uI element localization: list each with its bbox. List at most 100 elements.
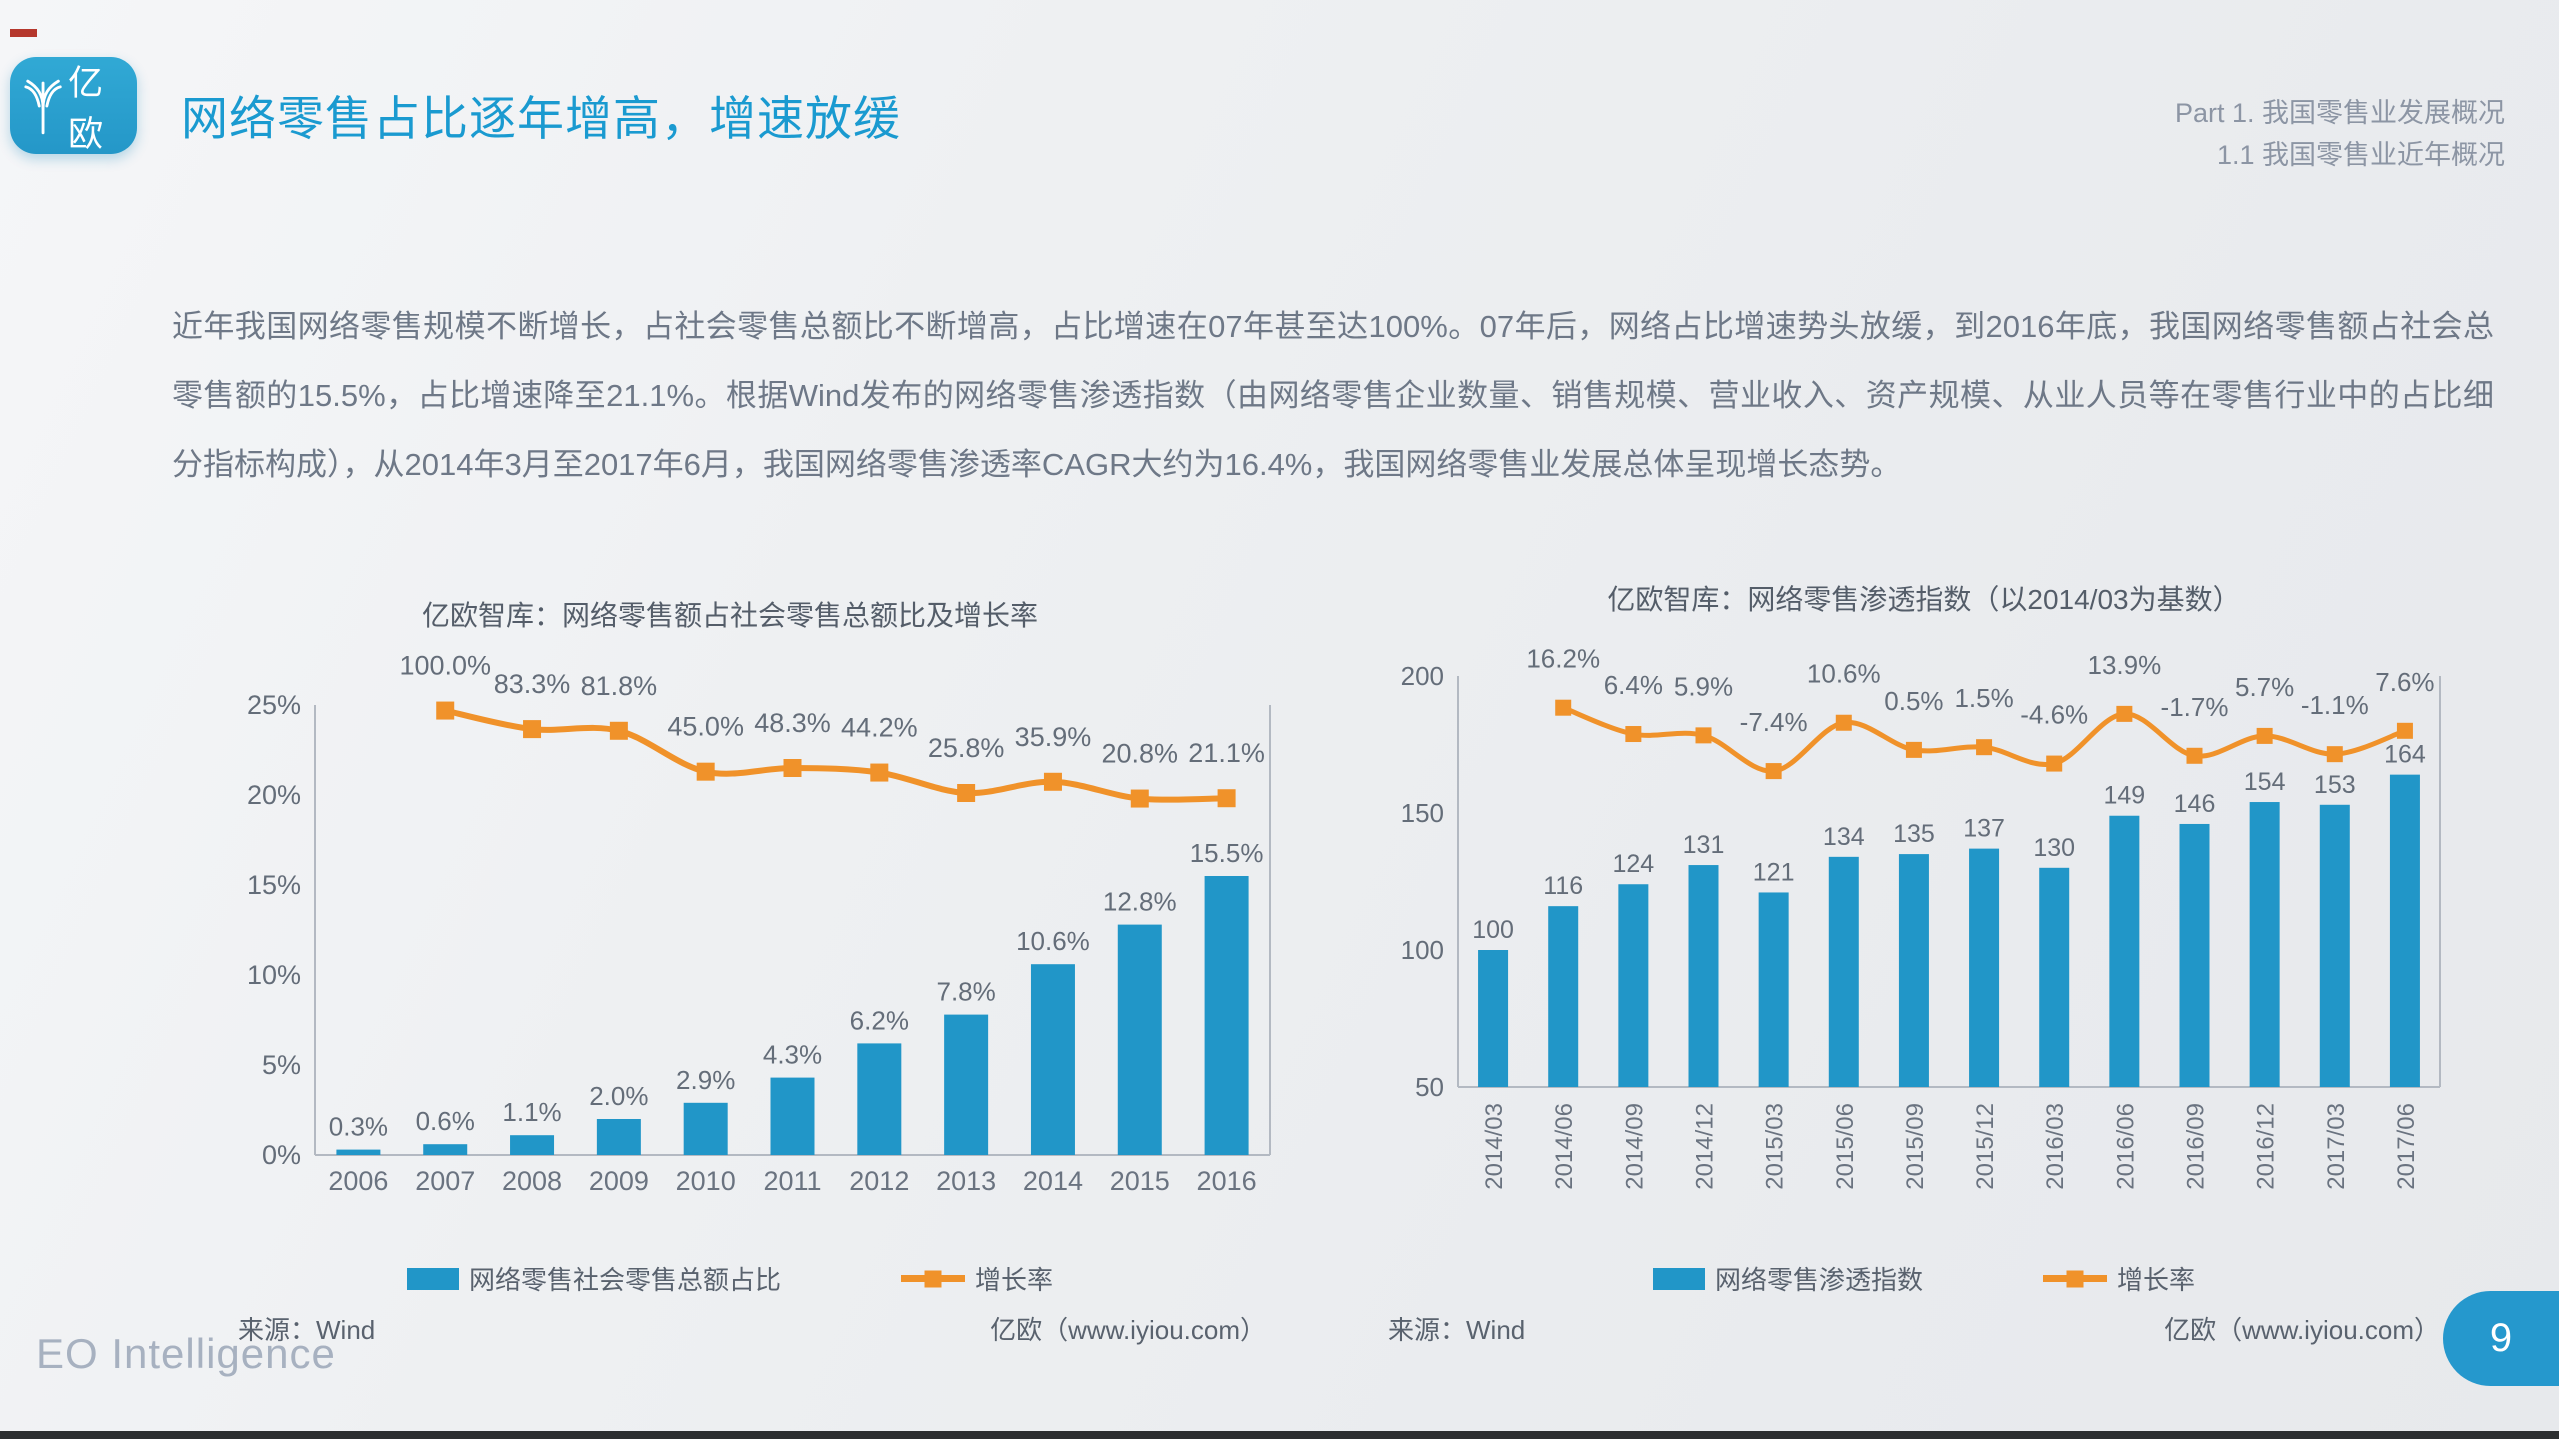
x-tick-label: 2013 <box>936 1166 996 1196</box>
line-marker <box>1130 789 1149 808</box>
y-tick-label: 150 <box>1401 798 1444 828</box>
legend-label: 增长率 <box>2117 1265 2196 1295</box>
line-value-label: 7.6% <box>2375 667 2434 697</box>
bar-value-label: 6.2% <box>850 1005 909 1035</box>
line-value-label: 13.9% <box>2087 650 2161 680</box>
yiou-logo-icon <box>24 79 62 134</box>
x-tick-label: 2014 <box>1023 1166 1083 1196</box>
bar <box>510 1135 555 1155</box>
bar <box>2109 815 2140 1087</box>
bar-value-label: 121 <box>1753 858 1795 886</box>
bar <box>857 1043 902 1155</box>
source-right: 亿欧（www.iyiou.com） <box>2164 1315 2440 1345</box>
line-value-label: 81.8% <box>581 671 658 701</box>
red-marker <box>10 29 37 37</box>
y-tick-label: 25% <box>247 690 301 720</box>
bar-value-label: 153 <box>2314 771 2356 799</box>
line-marker <box>2326 746 2343 763</box>
source-row: 来源：Wind 亿欧（www.iyiou.com） <box>238 1310 1266 1347</box>
bar-value-label: 154 <box>2244 768 2286 796</box>
x-tick-label: 2011 <box>763 1166 821 1196</box>
chart-title: 亿欧智库：网络零售额占社会零售总额比及增长率 <box>421 600 1038 631</box>
bar <box>770 1077 815 1155</box>
body-paragraph: 近年我国网络零售规模不断增长，占社会零售总额比不断增高，占比增速在07年甚至达1… <box>172 309 2494 482</box>
bar <box>1030 964 1075 1155</box>
bar <box>596 1119 641 1155</box>
y-tick-label: 5% <box>262 1050 301 1080</box>
bar <box>1478 950 1509 1087</box>
source-row: 来源：Wind 亿欧（www.iyiou.com） <box>1388 1310 2440 1347</box>
chart-retail-share: 亿欧智库：网络零售额占社会零售总额比及增长率 25% 20% 15% 10% 5% 0% 0… <box>180 588 1280 1360</box>
x-tick-label: 2007 <box>415 1166 475 1196</box>
footer-brand: EO Intelligence <box>36 1330 336 1377</box>
y-tick-label: 200 <box>1401 661 1444 691</box>
bar-value-label: 0.6% <box>416 1106 475 1136</box>
line-marker <box>783 759 802 777</box>
line-marker <box>2256 727 2273 744</box>
bar <box>1548 906 1579 1087</box>
bar-value-label: 124 <box>1612 850 1654 878</box>
chart-title: 亿欧智库：网络零售渗透指数（以2014/03为基数） <box>1607 584 2241 615</box>
bar <box>2039 867 2070 1087</box>
line-value-label: 6.4% <box>1604 670 1663 700</box>
x-tick-label: 2014/03 <box>1481 1103 1508 1190</box>
bar-value-label: 164 <box>2384 741 2426 769</box>
line-marker <box>2396 722 2413 739</box>
page-number-badge: 9 <box>2443 1291 2559 1386</box>
source-left: 来源：Wind <box>1388 1315 1526 1345</box>
logo-text: 亿欧 <box>68 63 105 154</box>
bar <box>1969 848 2000 1087</box>
line-value-label: 10.6% <box>1807 659 1881 689</box>
y-tick-label: 10% <box>247 960 301 990</box>
bar <box>944 1014 989 1155</box>
line-swatch <box>901 1270 965 1287</box>
bar <box>2389 774 2420 1087</box>
line-value-label: 25.8% <box>928 733 1005 763</box>
bar <box>336 1149 381 1155</box>
x-tick-label: 2015/06 <box>1832 1103 1859 1190</box>
section-line1: Part 1. 我国零售业发展概况 <box>2174 98 2505 128</box>
source-left: 来源：Wind <box>238 1315 376 1345</box>
bar <box>1898 854 1929 1087</box>
line-marker <box>609 721 628 740</box>
bar-value-label: 137 <box>1963 815 2005 843</box>
bar <box>1117 924 1162 1155</box>
line-marker <box>1765 763 1782 780</box>
x-tick-label: 2014/09 <box>1621 1103 1648 1190</box>
bar-value-label: 10.6% <box>1016 926 1090 956</box>
x-tick-label: 2014/12 <box>1692 1103 1719 1190</box>
x-tick-label: 2016/09 <box>2183 1103 2210 1190</box>
line-value-label: -7.4% <box>1740 707 1808 737</box>
line-marker <box>2046 755 2063 772</box>
x-tick-label: 2015/03 <box>1762 1103 1789 1190</box>
line-value-label: 44.2% <box>841 713 918 743</box>
line-value-label: 48.3% <box>754 708 831 738</box>
bar-value-label: 2.9% <box>676 1065 735 1095</box>
legend-item-bar: 网络零售渗透指数 <box>1652 1260 1923 1297</box>
x-tick-label: 2016/06 <box>2112 1103 2139 1190</box>
line-value-label: 83.3% <box>494 669 571 699</box>
line-marker <box>1835 714 1852 731</box>
bar <box>423 1144 468 1155</box>
chart-penetration-index: 亿欧智库：网络零售渗透指数（以2014/03为基数） 200 150 100 50 10… <box>1378 572 2470 1360</box>
bar <box>1758 892 1789 1087</box>
bar-value-label: 116 <box>1543 872 1583 900</box>
line-marker <box>2186 747 2203 764</box>
line-value-label: 100.0% <box>399 651 491 681</box>
bar <box>1618 884 1649 1087</box>
yiou-logo: 亿欧 <box>10 57 137 154</box>
line-marker <box>1217 789 1236 808</box>
line-marker <box>1976 739 1993 756</box>
y-tick-label: 15% <box>247 870 301 900</box>
chart-plot-area: 25% 20% 15% 10% 5% 0% 0.3% 2006 0.6% 2007 1.1% 2008… <box>247 651 1271 1196</box>
line-value-label: -1.7% <box>2161 692 2229 722</box>
bar-value-label: 135 <box>1893 820 1935 848</box>
x-tick-label: 2016 <box>1197 1166 1257 1196</box>
window-edge-bar <box>0 1431 2559 1439</box>
legend-item-line: 增长率 <box>901 1260 1053 1297</box>
line-swatch <box>2043 1270 2107 1287</box>
line-value-label: -1.1% <box>2301 690 2369 720</box>
bar-value-label: 15.5% <box>1190 838 1264 868</box>
bar <box>1688 865 1719 1087</box>
line-value-label: 5.9% <box>1674 671 1733 701</box>
